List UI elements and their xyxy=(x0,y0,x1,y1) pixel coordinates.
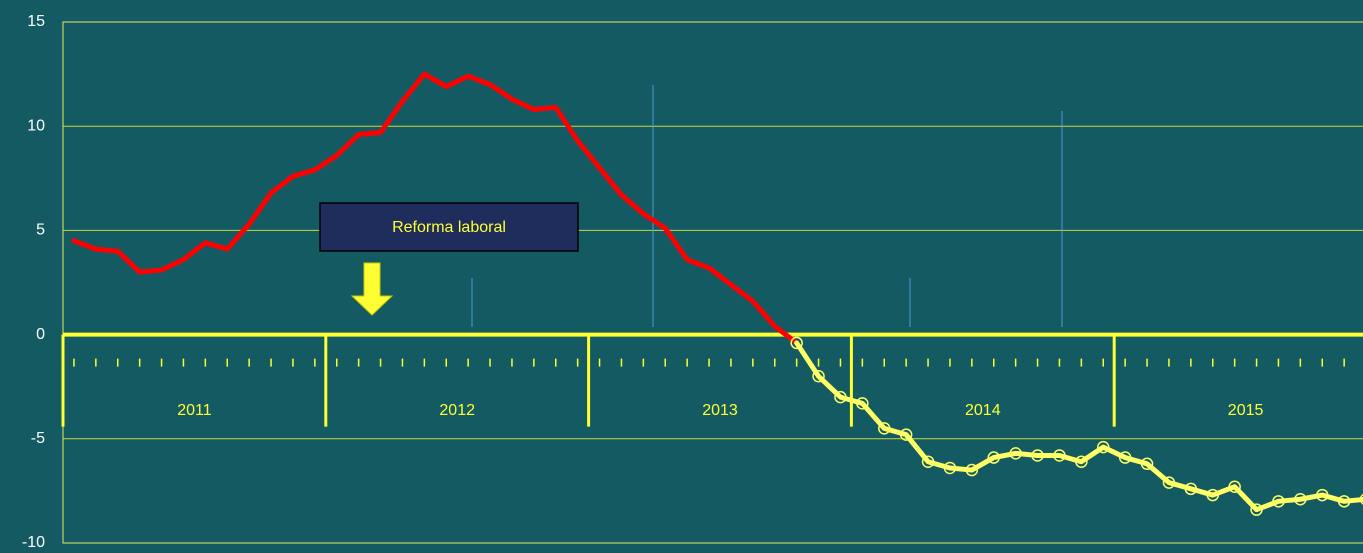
series-marker xyxy=(812,370,825,383)
arrow xyxy=(350,262,394,316)
decor-lines xyxy=(471,85,1063,327)
series-marker xyxy=(1009,447,1022,460)
series-marker xyxy=(834,390,847,404)
series-marker xyxy=(1337,495,1351,508)
series-marker xyxy=(1140,457,1154,471)
series-marker xyxy=(921,455,935,468)
series-marker xyxy=(1359,493,1363,505)
series-marker xyxy=(790,336,803,350)
series-marker xyxy=(1184,482,1198,496)
y-tick-label: 10 xyxy=(27,117,45,134)
year-label: 2012 xyxy=(439,402,475,419)
series-line xyxy=(71,71,800,346)
y-tick-label: 15 xyxy=(27,13,45,30)
series-marker xyxy=(878,422,891,435)
series-marker xyxy=(1250,503,1263,516)
series-marker xyxy=(1162,476,1176,489)
series-marker xyxy=(1075,455,1088,468)
year-label: 2013 xyxy=(702,402,738,419)
y-tick-label: -10 xyxy=(22,534,45,551)
time-axis: 2011 2012 2013 2014 2015 xyxy=(61,332,1363,427)
series-marker xyxy=(856,397,869,410)
series-marker xyxy=(1053,449,1066,462)
series-marker xyxy=(1272,495,1285,508)
series-marker xyxy=(1031,449,1044,462)
annotation-box xyxy=(319,202,579,252)
y-tick-label: -5 xyxy=(31,430,45,447)
series-marker xyxy=(1206,488,1219,502)
series-marker xyxy=(943,461,957,475)
series-marker xyxy=(899,428,913,441)
series xyxy=(71,71,1363,516)
plot-frame xyxy=(62,21,1363,544)
year-label: 2011 xyxy=(177,402,212,419)
year-label: 2015 xyxy=(1228,402,1264,419)
series-marker xyxy=(965,463,979,477)
series-marker xyxy=(1316,488,1329,502)
y-tick-label: 0 xyxy=(36,326,45,343)
year-label: 2014 xyxy=(965,402,1001,419)
annotation: Reforma laboral xyxy=(392,219,506,236)
series-marker xyxy=(1097,440,1110,454)
series-marker xyxy=(1294,492,1307,506)
series-marker xyxy=(987,451,1000,464)
series-marker xyxy=(1118,451,1132,464)
series-line xyxy=(794,340,1363,513)
y-tick-label: 5 xyxy=(36,222,45,239)
series-marker xyxy=(1228,480,1241,493)
